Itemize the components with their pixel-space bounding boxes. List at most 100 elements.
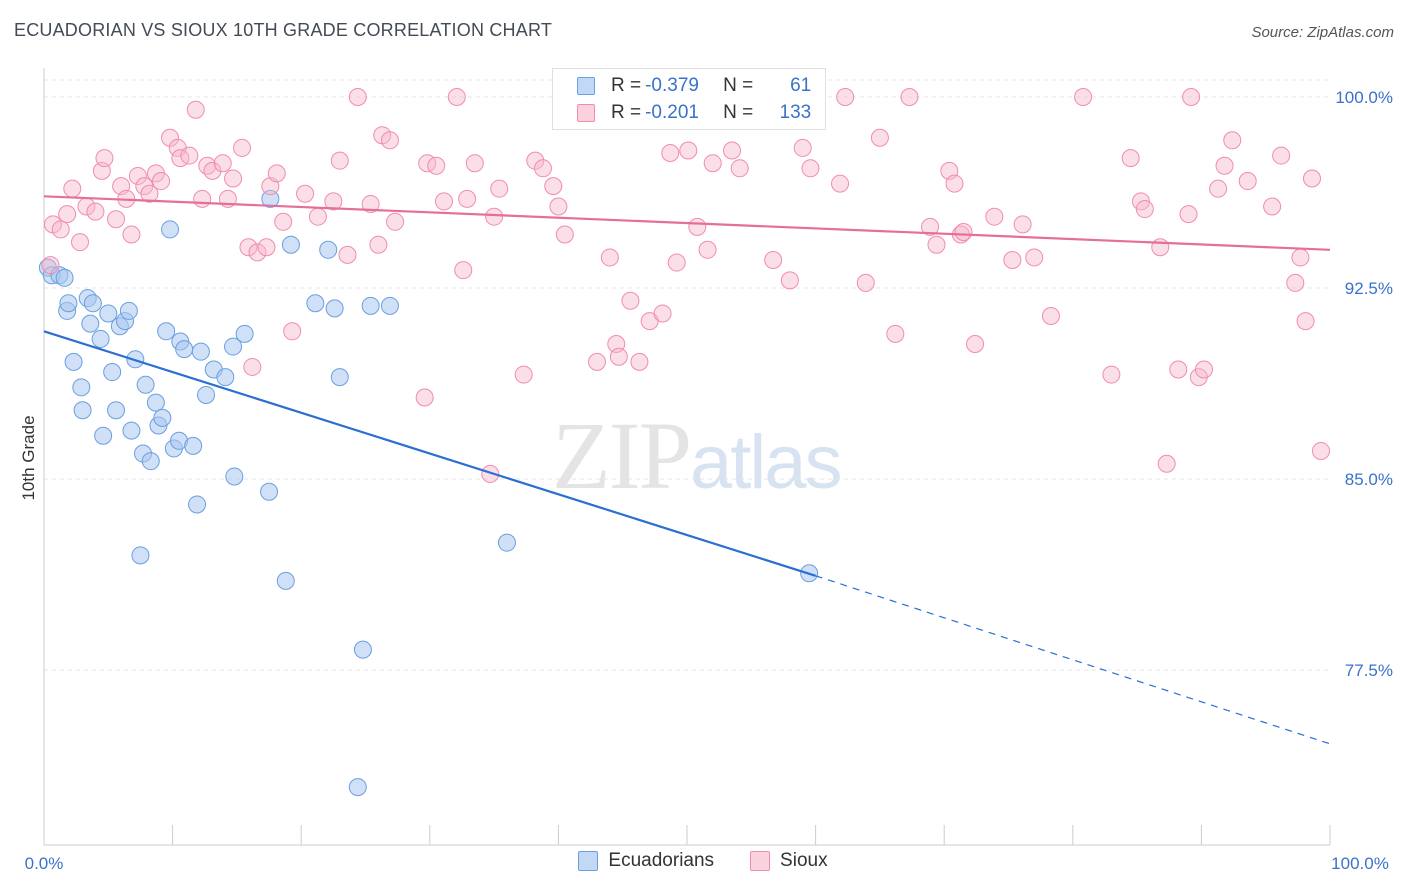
scatter-point-sioux (856, 273, 875, 292)
legend-swatch-sioux (577, 104, 595, 122)
legend-r-label: R = (611, 102, 642, 123)
scatter-point-ecuadorians (141, 452, 160, 471)
scatter-point-ecuadorians (225, 467, 244, 486)
scatter-point-sioux (427, 156, 446, 175)
scatter-point-ecuadorians (330, 368, 349, 387)
scatter-point-sioux (213, 154, 232, 173)
scatter-point-sioux (1135, 200, 1154, 219)
stats-legend-row-ecuadorians: R = -0.379 N = 61 (577, 73, 811, 99)
y-tick-label: 85.0% (1345, 470, 1393, 489)
scatter-point-sioux (587, 352, 606, 371)
legend-swatch-ecuadorians (577, 77, 595, 95)
legend-r-value: -0.379 (645, 75, 699, 96)
scatter-point-sioux (481, 464, 500, 483)
scatter-point-sioux (186, 100, 205, 119)
scatter-point-sioux (544, 177, 563, 196)
scatter-point-sioux (308, 207, 327, 226)
scatter-point-ecuadorians (216, 368, 235, 387)
series-legend: Ecuadorians Sioux (0, 850, 1406, 872)
scatter-point-sioux (193, 189, 212, 208)
scatter-point-sioux (447, 88, 466, 106)
trend-line-ecuadorians (43, 330, 816, 577)
scatter-point-sioux (836, 88, 855, 106)
watermark: ZIPatlas (552, 400, 843, 511)
scatter-point-ecuadorians (161, 220, 180, 239)
watermark-zip: ZIP (552, 402, 692, 509)
scatter-point-ecuadorians (122, 421, 141, 440)
scatter-point-ecuadorians (81, 314, 100, 333)
series-legend-ecuadorians: Ecuadorians (578, 850, 714, 872)
scatter-point-ecuadorians (99, 304, 118, 323)
series-swatch-sioux (750, 851, 771, 871)
scatter-point-ecuadorians (191, 342, 210, 361)
scatter-point-sioux (415, 388, 434, 407)
scatter-point-ecuadorians (361, 296, 380, 315)
scatter-point-sioux (945, 174, 964, 193)
scatter-point-sioux (1169, 360, 1188, 379)
scatter-point-ecuadorians (261, 189, 280, 208)
source-label: Source: ZipAtlas.com (1251, 24, 1394, 41)
scatter-point-sioux (900, 88, 919, 106)
trend-line-extension-ecuadorians (815, 575, 1331, 745)
scatter-point-sioux (780, 271, 799, 290)
scatter-point-sioux (1215, 156, 1234, 175)
trend-line-sioux (43, 195, 1331, 251)
scatter-point-sioux (140, 184, 159, 203)
scatter-point-sioux (203, 161, 222, 180)
scatter-point-sioux (180, 146, 199, 165)
scatter-point-ecuadorians (175, 340, 194, 359)
scatter-point-ecuadorians (188, 495, 207, 514)
scatter-point-sioux (434, 192, 453, 211)
scatter-point-sioux (86, 202, 105, 221)
scatter-point-sioux (1194, 360, 1213, 379)
scatter-point-sioux (71, 233, 90, 252)
scatter-point-sioux (233, 138, 252, 157)
scatter-point-sioux (793, 138, 812, 157)
scatter-point-sioux (1223, 131, 1242, 150)
scatter-point-ecuadorians (107, 401, 126, 420)
scatter-point-sioux (870, 128, 889, 147)
scatter-point-ecuadorians (91, 329, 110, 348)
scatter-point-sioux (1209, 179, 1228, 198)
scatter-point-sioux (1003, 250, 1022, 269)
scatter-point-sioux (41, 256, 60, 275)
legend-n-label: N = (723, 75, 754, 96)
scatter-point-sioux (283, 322, 302, 341)
scatter-point-sioux (485, 207, 504, 226)
scatter-point-ecuadorians (260, 482, 279, 501)
scatter-point-ecuadorians (94, 426, 113, 445)
scatter-point-sioux (58, 205, 77, 224)
x-tick-label: 100.0% (1331, 854, 1389, 873)
series-swatch-ecuadorians (578, 851, 599, 871)
scatter-point-sioux (621, 291, 640, 310)
scatter-point-sioux (698, 240, 717, 259)
scatter-point-sioux (490, 179, 509, 198)
series-legend-label: Ecuadorians (608, 850, 715, 871)
scatter-point-sioux (248, 243, 267, 262)
scatter-point-ecuadorians (73, 401, 92, 420)
scatter-point-sioux (198, 156, 217, 175)
scatter-point-sioux (128, 166, 147, 185)
scatter-point-sioux (152, 172, 171, 191)
scatter-point-ecuadorians (348, 778, 367, 797)
scatter-point-sioux (348, 88, 367, 106)
scatter-point-sioux (764, 250, 783, 269)
scatter-point-sioux (730, 159, 749, 178)
scatter-point-sioux (1263, 197, 1282, 216)
scatter-point-ecuadorians (325, 299, 344, 318)
scatter-point-sioux (161, 128, 180, 147)
scatter-point-sioux (338, 245, 357, 264)
scatter-point-sioux (122, 225, 141, 244)
scatter-point-sioux (661, 144, 680, 163)
scatter-point-sioux (63, 179, 82, 198)
scatter-point-sioux (609, 347, 628, 366)
scatter-point-ecuadorians (146, 393, 165, 412)
scatter-point-sioux (361, 194, 380, 213)
scatter-point-sioux (369, 235, 388, 254)
scatter-point-sioux (95, 149, 114, 168)
scatter-point-ecuadorians (276, 571, 295, 590)
stats-legend: R = -0.379 N = 61 R = -0.201 N = 133 (552, 68, 826, 130)
watermark-atlas: atlas (690, 420, 843, 505)
scatter-point-ecuadorians (119, 301, 138, 320)
